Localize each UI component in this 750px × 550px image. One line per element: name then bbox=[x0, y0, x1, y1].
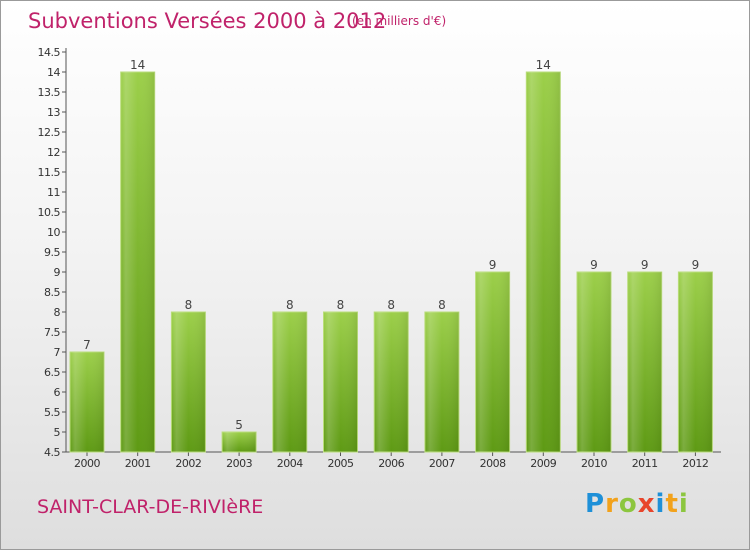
y-tick-label: 4.5 bbox=[44, 446, 60, 459]
logo-letter: i bbox=[655, 489, 666, 519]
y-tick-label: 10.5 bbox=[38, 206, 61, 219]
x-tick-label: 2008 bbox=[480, 457, 506, 470]
bar-shine bbox=[70, 352, 104, 452]
y-tick-label: 6 bbox=[54, 386, 61, 399]
bar-value-label: 9 bbox=[489, 258, 497, 272]
bar-shine bbox=[577, 272, 611, 452]
y-tick-label: 14 bbox=[47, 66, 60, 79]
x-tick-label: 2012 bbox=[682, 457, 708, 470]
bar-shine bbox=[374, 312, 409, 452]
y-tick-label: 11.5 bbox=[38, 166, 61, 179]
bar-value-label: 9 bbox=[641, 258, 649, 272]
logo-letter: o bbox=[618, 489, 638, 519]
y-tick-label: 8 bbox=[54, 306, 61, 319]
logo-letter: x bbox=[637, 489, 656, 519]
y-tick-label: 13 bbox=[47, 106, 60, 119]
bar-value-label: 5 bbox=[235, 418, 243, 432]
y-tick-label: 10 bbox=[47, 226, 60, 239]
bar-value-label: 7 bbox=[83, 338, 91, 352]
y-tick-label: 6.5 bbox=[44, 366, 60, 379]
x-tick-label: 2001 bbox=[125, 457, 151, 470]
x-tick-label: 2002 bbox=[175, 457, 201, 470]
y-tick-label: 5 bbox=[54, 426, 61, 439]
y-tick-label: 14.5 bbox=[38, 46, 61, 59]
x-tick-label: 2004 bbox=[277, 457, 303, 470]
logo-letter: i bbox=[678, 489, 689, 519]
bar-shine bbox=[526, 72, 561, 452]
y-tick-label: 12 bbox=[47, 146, 60, 159]
y-tick-label: 9 bbox=[54, 266, 61, 279]
commune-name: SAINT-CLAR-DE-RIVIèRE bbox=[37, 496, 264, 518]
x-tick-label: 2005 bbox=[328, 457, 354, 470]
bar-value-label: 9 bbox=[590, 258, 598, 272]
y-tick-label: 7.5 bbox=[44, 326, 60, 339]
y-tick-label: 5.5 bbox=[44, 406, 60, 419]
logo-letter: t bbox=[665, 489, 679, 519]
proxiti-logo: Proxiti bbox=[585, 489, 689, 519]
x-tick-label: 2011 bbox=[632, 457, 658, 470]
x-tick-label: 2010 bbox=[581, 457, 607, 470]
y-tick-label: 13.5 bbox=[38, 86, 61, 99]
bar-shine bbox=[475, 272, 510, 452]
x-tick-label: 2009 bbox=[530, 457, 556, 470]
bar-shine bbox=[272, 312, 307, 452]
chart-title: Subventions Versées 2000 à 2012 bbox=[28, 9, 387, 33]
bar-value-label: 9 bbox=[692, 258, 700, 272]
bar-shine bbox=[627, 272, 662, 452]
bar-value-label: 14 bbox=[130, 58, 145, 72]
y-tick-label: 8.5 bbox=[44, 286, 60, 299]
bar-value-label: 8 bbox=[286, 298, 294, 312]
x-tick-label: 2000 bbox=[74, 457, 100, 470]
bar-shine bbox=[120, 72, 155, 452]
bar-value-label: 14 bbox=[536, 58, 551, 72]
logo-letter: r bbox=[605, 489, 619, 519]
bar-shine bbox=[678, 272, 713, 452]
bar-shine bbox=[424, 312, 459, 452]
x-tick-label: 2003 bbox=[226, 457, 252, 470]
bar-value-label: 8 bbox=[337, 298, 345, 312]
bar-value-label: 8 bbox=[438, 298, 446, 312]
bar-shine bbox=[171, 312, 206, 452]
chart-subtitle: (en milliers d'€) bbox=[352, 14, 447, 28]
y-tick-label: 11 bbox=[47, 186, 60, 199]
y-tick-label: 9.5 bbox=[44, 246, 60, 259]
bar-shine bbox=[323, 312, 358, 452]
y-tick-label: 12.5 bbox=[38, 126, 61, 139]
bar-value-label: 8 bbox=[185, 298, 193, 312]
x-tick-label: 2006 bbox=[378, 457, 404, 470]
bar-value-label: 8 bbox=[387, 298, 395, 312]
logo-letter: P bbox=[585, 489, 606, 519]
bar-shine bbox=[222, 432, 257, 452]
y-tick-label: 7 bbox=[54, 346, 61, 359]
x-tick-label: 2007 bbox=[429, 457, 455, 470]
